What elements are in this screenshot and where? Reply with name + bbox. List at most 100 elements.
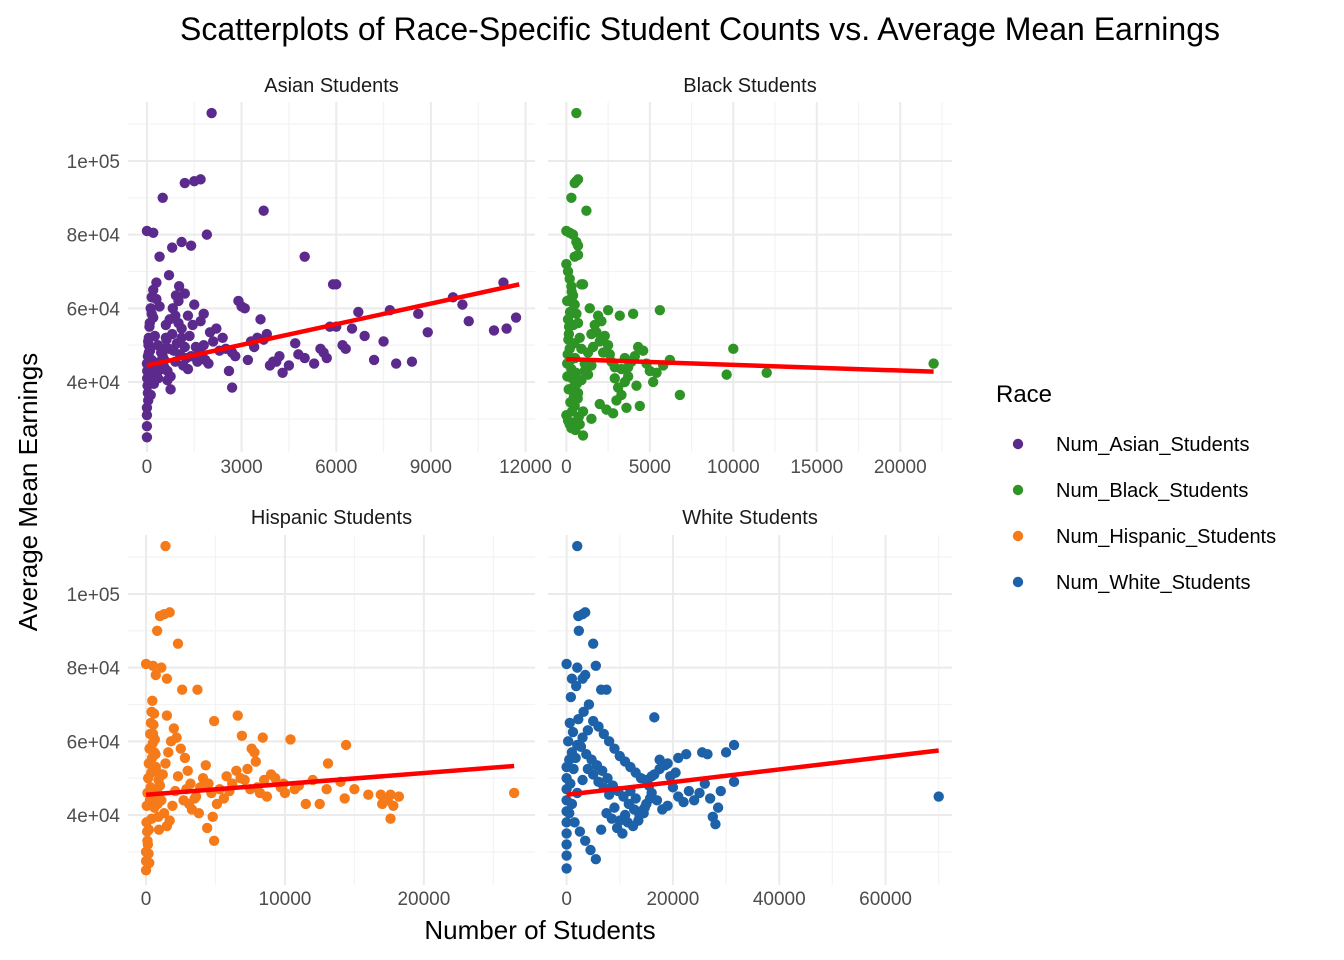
data-point: [564, 717, 575, 729]
data-point: [565, 778, 576, 789]
data-point: [258, 774, 270, 786]
data-point: [211, 323, 222, 334]
data-point: [195, 174, 206, 185]
data-point: [236, 730, 248, 741]
data-point: [173, 281, 185, 292]
data-point: [599, 330, 610, 342]
data-point: [619, 376, 630, 388]
facet-panels: Asian Students 0 3000 6000 9000 12000 4e+04 6e+…: [67, 75, 952, 910]
legend-key: [1012, 438, 1024, 450]
data-point: [570, 680, 582, 692]
data-point: [150, 749, 161, 760]
x-tick-label: 10000: [707, 457, 760, 478]
data-point: [582, 725, 594, 736]
x-tick-label: 5000: [629, 457, 671, 478]
data-point: [161, 334, 172, 345]
data-point: [584, 303, 595, 314]
data-point: [186, 804, 198, 815]
data-point: [378, 336, 389, 347]
data-point: [279, 787, 291, 799]
data-point: [141, 409, 153, 421]
data-point: [195, 316, 206, 327]
y-tick-label: 1e+05: [67, 585, 120, 606]
data-point: [561, 258, 572, 270]
data-point: [510, 312, 522, 323]
data-point: [674, 389, 686, 401]
data-point: [630, 793, 641, 804]
data-point: [673, 791, 684, 802]
data-point: [368, 354, 380, 366]
data-point: [761, 367, 772, 378]
data-point: [293, 349, 304, 360]
x-tick-label: 60000: [859, 889, 912, 910]
data-point: [590, 854, 602, 865]
regression-line: [145, 763, 515, 797]
data-point: [141, 421, 153, 432]
data-point: [144, 321, 155, 332]
data-point: [606, 813, 617, 824]
data-point: [644, 793, 656, 804]
data-point: [583, 699, 595, 710]
data-point: [571, 378, 582, 390]
data-point: [141, 817, 152, 828]
chart-title: Scatterplots of Race-Specific Student Co…: [180, 11, 1220, 47]
data-point: [141, 432, 153, 443]
data-point: [657, 804, 668, 815]
x-tick-label: 0: [561, 889, 572, 910]
scatter-points: [561, 107, 939, 441]
data-point: [160, 758, 171, 769]
data-point: [570, 367, 582, 378]
data-point: [168, 723, 180, 734]
facet-label: Black Students: [683, 75, 816, 97]
panel-3: Hispanic Students 0 10000 20000 4e+04 6e+04 8e…: [67, 507, 535, 910]
data-point: [566, 406, 578, 417]
data-point: [572, 240, 584, 251]
data-point: [618, 791, 629, 802]
data-point: [185, 240, 197, 251]
data-point: [166, 242, 178, 253]
data-point: [602, 339, 614, 351]
data-point: [156, 662, 167, 673]
data-point: [586, 328, 597, 340]
data-point: [597, 347, 609, 358]
data-point: [572, 540, 583, 552]
data-point: [632, 341, 644, 353]
data-point: [577, 732, 588, 743]
data-point: [141, 402, 153, 413]
data-point: [696, 747, 708, 758]
data-point: [184, 330, 195, 342]
data-point: [176, 684, 188, 695]
data-point: [176, 323, 187, 334]
data-point: [694, 787, 705, 799]
data-point: [158, 343, 169, 355]
data-point: [670, 767, 681, 778]
y-tick-label: 4e+04: [67, 806, 121, 827]
data-point: [659, 760, 671, 771]
facet-label: White Students: [682, 507, 818, 529]
data-point: [721, 369, 732, 380]
data-point: [179, 288, 190, 299]
data-point: [681, 749, 692, 760]
data-point: [164, 607, 175, 618]
x-tick-label: 10000: [259, 889, 312, 910]
data-point: [621, 402, 632, 413]
facet-label: Hispanic Students: [251, 507, 412, 529]
x-tick-label: 20000: [646, 889, 699, 910]
data-point: [565, 691, 577, 703]
data-point: [570, 752, 581, 764]
data-point: [236, 301, 247, 312]
data-point: [375, 789, 387, 800]
data-point: [165, 736, 177, 747]
data-point: [563, 384, 574, 395]
data-point: [175, 743, 186, 754]
data-point: [179, 341, 190, 353]
data-point: [567, 297, 578, 308]
data-point: [667, 782, 679, 793]
data-point: [580, 607, 591, 618]
data-point: [363, 789, 374, 800]
data-point: [353, 306, 364, 318]
data-point: [299, 251, 310, 262]
data-point: [230, 351, 241, 362]
legend-label: Num_Asian_Students: [1056, 434, 1249, 456]
data-point: [569, 338, 580, 349]
